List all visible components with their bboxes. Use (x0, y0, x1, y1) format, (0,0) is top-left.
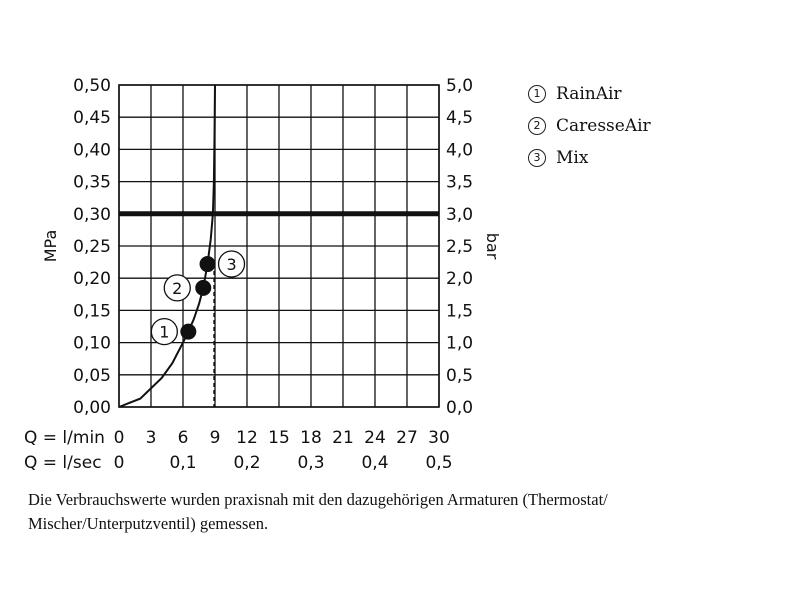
y-left-tick-label: 0,25 (73, 237, 111, 257)
y-right-tick-label: 3,5 (446, 173, 473, 193)
legend-label-1: RainAir (556, 84, 622, 104)
y-left-tick-label: 0,50 (73, 76, 111, 96)
y-right-tick-label: 3,0 (446, 205, 473, 225)
point-mix (199, 256, 216, 273)
y-left-tick-label: 0,40 (73, 140, 111, 160)
x-lmin-tick-label: 30 (428, 428, 450, 448)
x-lmin-tick-label: 6 (178, 428, 189, 448)
legend-number-1: 1 (528, 85, 546, 103)
x-lmin-tick-label: 15 (268, 428, 290, 448)
axis-labels-group: 0,000,050,100,150,200,250,300,350,400,45… (24, 76, 502, 473)
y-right-tick-label: 2,5 (446, 237, 473, 257)
y-left-tick-label: 0,00 (73, 398, 111, 418)
x-lsec-tick-label: 0,3 (297, 453, 324, 473)
x-lsec-tick-label: 0 (114, 453, 125, 473)
legend-item-3: 3 Mix (528, 142, 651, 174)
callout-circle-2 (163, 274, 191, 302)
legend-item-2: 2 CaresseAir (528, 110, 651, 142)
x-lmin-tick-label: 3 (146, 428, 157, 448)
x-lsec-tick-label: 0,5 (425, 453, 452, 473)
x-lsec-tick-label: 0,2 (233, 453, 260, 473)
y-left-tick-label: 0,05 (73, 366, 111, 386)
x-lsec-tick-label: 0,1 (169, 453, 196, 473)
y-right-tick-label: 4,0 (446, 140, 473, 160)
legend: 1 RainAir 2 CaresseAir 3 Mix (528, 78, 651, 174)
legend-label-3: Mix (556, 148, 589, 168)
x-lmin-tick-label: 18 (300, 428, 322, 448)
callout-label-3: 3 (226, 255, 236, 274)
callout-label-1: 1 (159, 323, 169, 342)
legend-number-3: 3 (528, 149, 546, 167)
y-left-tick-label: 0,15 (73, 301, 111, 321)
y-left-tick-label: 0,10 (73, 334, 111, 354)
y-right-tick-label: 0,5 (446, 366, 473, 386)
y-right-tick-label: 1,0 (446, 334, 473, 354)
y-left-tick-label: 0,35 (73, 173, 111, 193)
y-right-tick-label: 2,0 (446, 269, 473, 289)
legend-label-2: CaresseAir (556, 116, 651, 136)
y-left-axis-title: MPa (41, 230, 60, 263)
x-lmin-tick-label: 9 (210, 428, 221, 448)
y-left-tick-label: 0,20 (73, 269, 111, 289)
point-rainair (180, 323, 197, 340)
point-caresseair (195, 279, 212, 296)
y-left-tick-label: 0,45 (73, 108, 111, 128)
legend-item-1: 1 RainAir (528, 78, 651, 110)
x-lsec-axis-title: Q = l/sec (24, 453, 102, 473)
callout-circle-1 (150, 318, 178, 346)
x-lmin-tick-label: 12 (236, 428, 258, 448)
points-group: 1 2 3 (150, 250, 246, 346)
y-right-axis-title: bar (483, 233, 502, 260)
y-left-tick-label: 0,30 (73, 205, 111, 225)
curve-group (118, 84, 216, 408)
y-right-tick-label: 1,5 (446, 301, 473, 321)
x-lmin-tick-label: 24 (364, 428, 386, 448)
reference-line-group (119, 211, 439, 407)
x-lsec-tick-label: 0,4 (361, 453, 388, 473)
y-right-tick-label: 4,5 (446, 108, 473, 128)
chart-grid (118, 84, 440, 408)
y-right-tick-label: 0,0 (446, 398, 473, 418)
pressure-flow-chart: 123 0,000,050,100,150,200,250,300,350,40… (24, 76, 502, 473)
flow-curve (118, 84, 216, 408)
legend-number-2: 2 (528, 117, 546, 135)
x-lmin-tick-label: 27 (396, 428, 418, 448)
y-right-tick-label: 5,0 (446, 76, 473, 96)
plot-border (118, 84, 440, 408)
x-lmin-axis-title: Q = l/min (24, 428, 105, 448)
callout-label-2: 2 (172, 279, 182, 298)
callout-circle-3 (217, 250, 246, 278)
caption-text: Die Verbrauchswerte wurden praxisnah mit… (28, 490, 608, 533)
x-lmin-tick-label: 21 (332, 428, 354, 448)
x-lmin-tick-label: 0 (114, 428, 125, 448)
